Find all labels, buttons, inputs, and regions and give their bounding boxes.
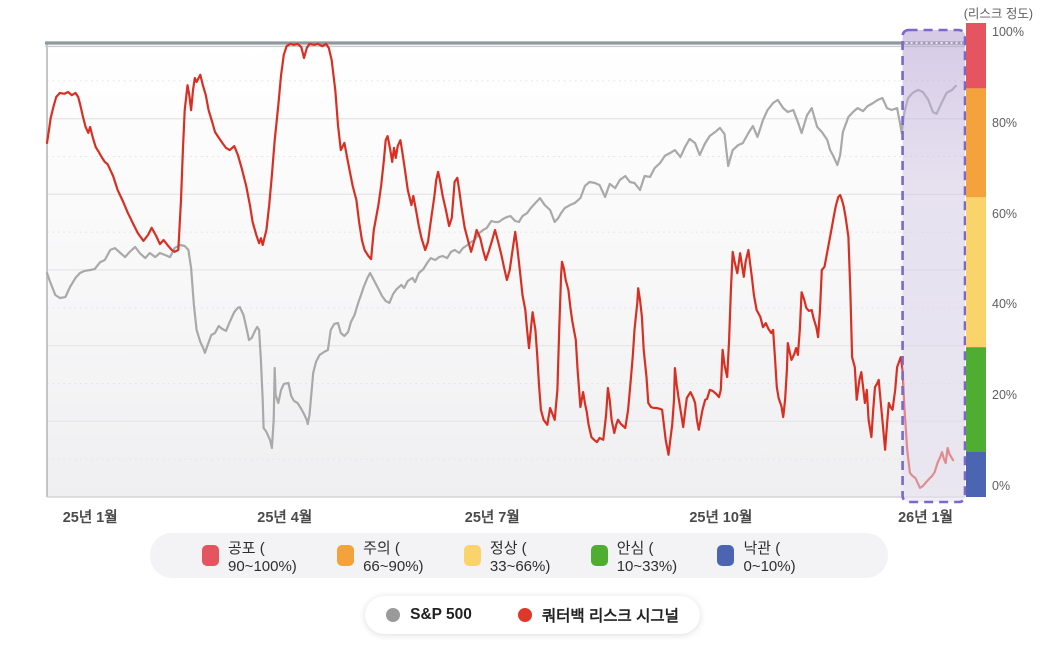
x-axis-tick: 26년 1월 — [898, 510, 953, 526]
risk-bar-segment-주의 — [966, 88, 986, 198]
legend-item-label: 공포 ( 90~100%) — [228, 539, 297, 575]
optimism-color-chip — [717, 545, 735, 566]
right-axis-tick: 40% — [992, 297, 1018, 312]
fear-color-chip — [202, 545, 219, 566]
legend-item-label: 안심 ( 10~33%) — [616, 539, 678, 575]
x-axis-tick: 25년 7월 — [464, 510, 520, 526]
right-axis-unit-label: (리스크 정도) — [963, 7, 1033, 21]
legend-item-label: 낙관 ( 0~10%) — [743, 539, 796, 575]
legend-item-risk-signal: 쿼터백 리스크 시그널 — [517, 604, 679, 626]
series-label: S&P 500 — [410, 606, 472, 623]
risk-signal-line — [45, 42, 955, 489]
legend-item-fear: 공포 ( 90~100%) — [202, 537, 337, 575]
legend-item-label: 주의 ( 66~90%) — [363, 539, 424, 575]
risk-bar-segment-공포 — [966, 23, 986, 89]
risk-bar-segment-정상 — [966, 197, 986, 348]
right-axis-tick: 20% — [992, 388, 1018, 403]
x-axis-tick: 25년 4월 — [257, 510, 313, 526]
series-label: 쿼터백 리스크 시그널 — [541, 608, 679, 625]
right-axis-tick: 80% — [992, 115, 1018, 130]
right-axis-tick: 0% — [992, 479, 1011, 493]
ease-color-chip — [590, 545, 608, 566]
legend-item-ease: 안심 ( 10~33%) — [590, 537, 718, 575]
legend-item-caution: 주의 ( 66~90%) — [337, 537, 464, 575]
x-axis-tick: 25년 1월 — [62, 510, 118, 526]
risk-signal-dot-icon — [517, 608, 532, 622]
legend-item-label: 정상 ( 33~66%) — [489, 539, 551, 575]
risk-bar-segment-낙관 — [966, 451, 986, 497]
legend-item-normal: 정상 ( 33~66%) — [463, 537, 591, 575]
risk-bar-segment-안심 — [966, 347, 986, 452]
sp500-line — [45, 84, 957, 450]
series-legend: S&P 500 쿼터백 리스크 시그널 — [365, 596, 700, 634]
legend-item-optimism: 낙관 ( 0~10%) — [717, 537, 836, 575]
highlight-region-fill — [902, 30, 965, 502]
right-axis-tick: 100% — [992, 25, 1024, 39]
highlight-region-border — [901, 28, 967, 504]
sp500-dot-icon — [386, 608, 401, 622]
x-axis-tick: 25년 10월 — [689, 510, 753, 526]
caution-color-chip — [337, 545, 355, 566]
risk-band-legend: 공포 ( 90~100%) 주의 ( 66~90%) 정상 ( 33~66%) … — [150, 533, 888, 578]
normal-color-chip — [463, 545, 481, 566]
legend-item-sp500: S&P 500 — [386, 606, 472, 624]
right-axis-tick: 60% — [992, 206, 1018, 221]
